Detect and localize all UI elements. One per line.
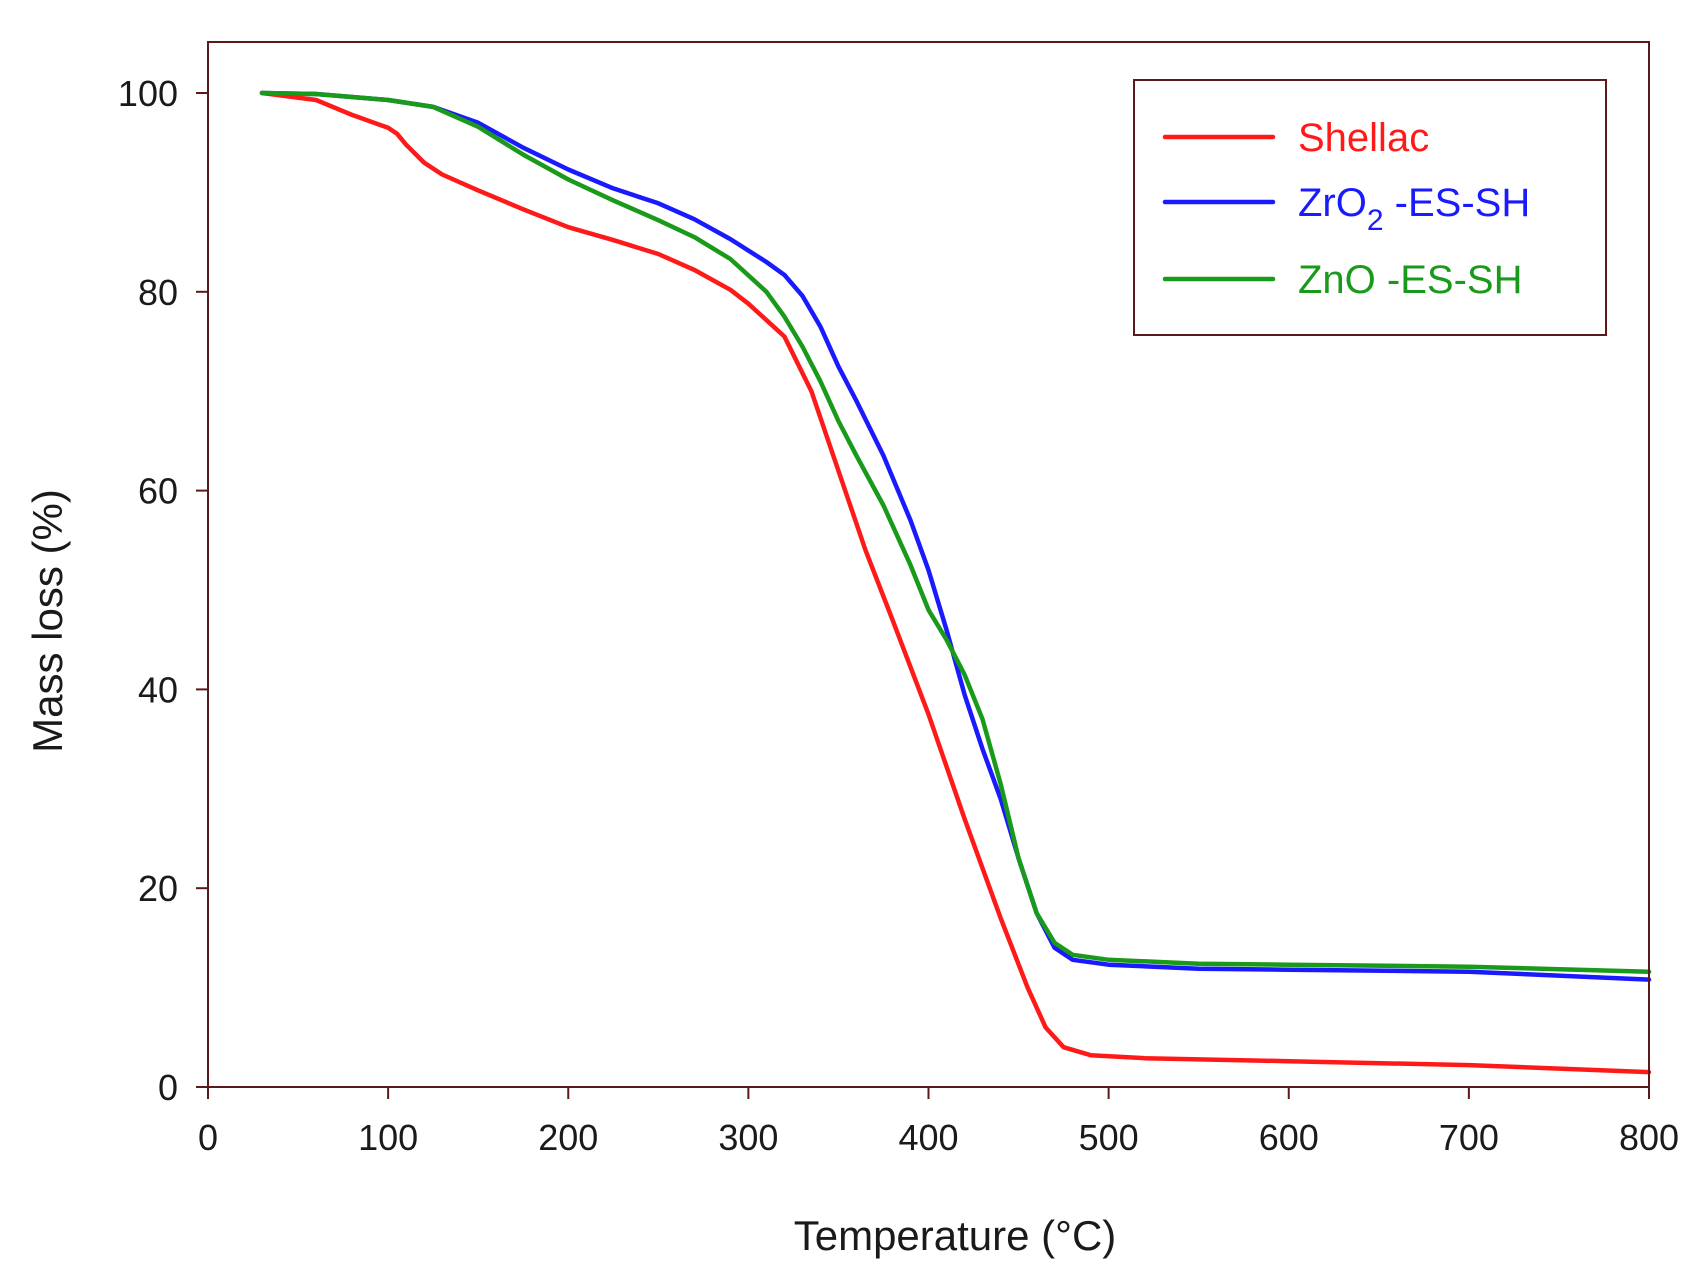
- x-tick-label: 500: [1079, 1117, 1139, 1158]
- series-line-0: [259, 90, 1652, 1075]
- x-axis-title: Temperature (°C): [794, 1212, 1117, 1259]
- axis-ticks: [196, 92, 1650, 1099]
- tick-labels: 0 100 200 300 400 500 600 700 800 0 20 40 60 80 100: [118, 73, 1679, 1158]
- x-tick-label: 200: [538, 1117, 598, 1158]
- y-tick-label: 60: [138, 471, 178, 512]
- plot-frame: [207, 41, 1650, 1088]
- x-tick-label: 700: [1439, 1117, 1499, 1158]
- legend-box: [1133, 79, 1607, 336]
- legend-label-main: Shellac: [1298, 116, 1429, 160]
- series-line-2: [259, 90, 1652, 974]
- y-tick-label: 40: [138, 669, 178, 710]
- x-tick-label: 0: [198, 1117, 218, 1158]
- y-tick-label: 20: [138, 868, 178, 909]
- legend-label-subscript: 2: [1367, 204, 1384, 237]
- y-tick-label: 0: [158, 1067, 178, 1108]
- legend-label-2: ZnO -ES-SH: [1298, 258, 1522, 302]
- legend-label-suffix: -ES-SH: [1384, 181, 1531, 225]
- x-tick-label: 600: [1259, 1117, 1319, 1158]
- x-tick-label: 800: [1619, 1117, 1679, 1158]
- legend-label-main: ZrO: [1298, 181, 1367, 225]
- series-line-1: [259, 90, 1652, 982]
- legend-label-0: Shellac: [1298, 116, 1429, 160]
- y-tick-label: 100: [118, 73, 178, 114]
- x-tick-label: 400: [898, 1117, 958, 1158]
- legend-label-1: ZrO2 -ES-SH: [1298, 181, 1530, 237]
- legend-label-main: ZnO: [1298, 258, 1376, 302]
- series-lines: [259, 90, 1652, 1075]
- y-tick-label: 80: [138, 272, 178, 313]
- y-axis-title: Mass loss (%): [24, 489, 71, 753]
- legend-label-suffix: -ES-SH: [1376, 258, 1523, 302]
- x-tick-label: 300: [718, 1117, 778, 1158]
- x-tick-label: 100: [358, 1117, 418, 1158]
